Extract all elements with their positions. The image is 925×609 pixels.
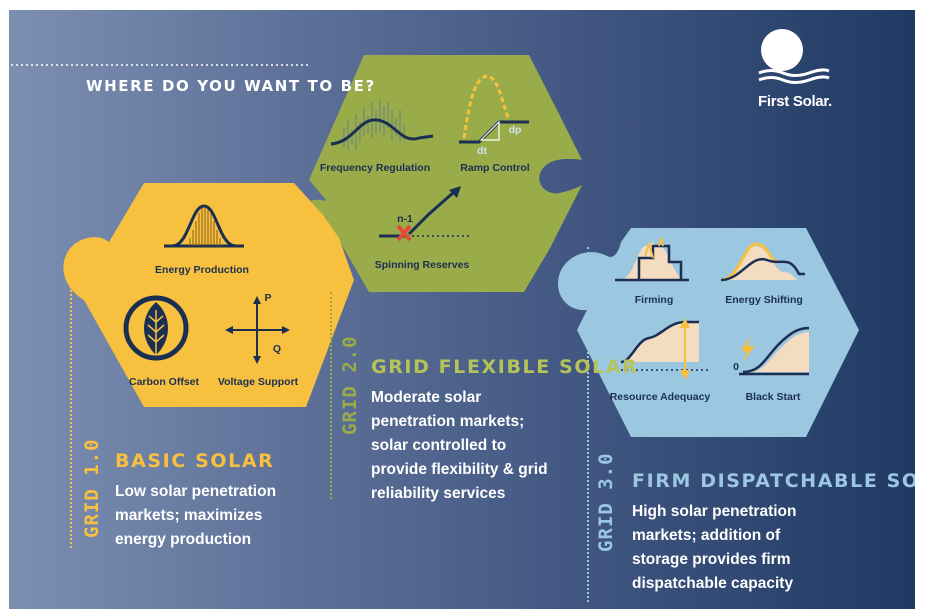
grid3-desc-line: High solar penetration (632, 503, 797, 520)
label-spinning-reserves: Spinning Reserves (374, 259, 470, 271)
grid2-tag: GRID 2.0 (339, 335, 361, 435)
grid3-guide-line (587, 247, 589, 602)
frequency-regulation-icon (330, 100, 434, 150)
grid1-title: BASIC SOLAR (115, 450, 275, 472)
black-start-icon (739, 326, 810, 376)
grid2-guide-line (330, 292, 332, 499)
grid1-description: Low solar penetration markets; maximizes… (115, 480, 276, 552)
label-dt: dt (477, 145, 487, 157)
grid2-title: GRID FLEXIBLE SOLAR (371, 356, 639, 378)
energy-production-icon (164, 204, 244, 248)
grid2-description: Moderate solar penetration markets; sola… (371, 386, 548, 506)
label-resource-adequacy: Resource Adequacy (609, 391, 711, 403)
grid3-puzzle-piece (557, 228, 859, 437)
label-energy-production: Energy Production (155, 264, 249, 276)
puzzle-artwork (11, 29, 859, 437)
voltage-support-axes-icon (225, 296, 290, 364)
axis-label-p: P (264, 292, 272, 304)
axis-label-q: Q (272, 343, 282, 355)
grid2-desc-line: solar controlled to (371, 437, 507, 454)
grid1-guide-line (70, 265, 72, 548)
grid3-desc-line: storage provides firm (632, 551, 791, 568)
label-carbon-offset: Carbon Offset (128, 376, 200, 388)
label-frequency-regulation: Frequency Regulation (319, 162, 431, 174)
label-black-start: Black Start (745, 391, 801, 403)
label-dp: dp (508, 124, 522, 136)
grid2-desc-line: penetration markets; (371, 413, 525, 430)
label-zero: 0 (733, 361, 739, 373)
grid2-desc-line: provide flexibility & grid (371, 461, 548, 478)
grid3-desc-line: markets; addition of (632, 527, 781, 544)
grid2-desc-line: Moderate solar (371, 389, 482, 406)
grid1-puzzle-piece (63, 183, 354, 407)
firming-icon (615, 237, 689, 282)
label-energy-shifting: Energy Shifting (725, 294, 803, 306)
grid1-desc-line: energy production (115, 531, 252, 548)
grid1-desc-line: Low solar penetration (115, 483, 277, 500)
label-voltage-support: Voltage Support (217, 376, 299, 388)
resource-adequacy-icon (620, 318, 709, 380)
infographic-canvas: WHERE DO YOU WANT TO BE? First Solar. En… (9, 10, 915, 609)
grid2-puzzle-piece (297, 55, 582, 292)
grid3-tag: GRID 3.0 (595, 452, 617, 552)
first-solar-logo-icon (758, 29, 830, 84)
grid3-title: FIRM DISPATCHABLE SOLAR (632, 470, 915, 492)
spinning-reserves-icon (379, 186, 469, 242)
grid2-desc-line: reliability services (371, 485, 506, 502)
label-ramp-control: Ramp Control (460, 162, 530, 174)
ramp-control-icon (459, 74, 529, 144)
grid3-description: High solar penetration markets; addition… (632, 500, 797, 596)
carbon-offset-leaf-icon (123, 295, 189, 361)
grid3-desc-line: dispatchable capacity (632, 575, 794, 592)
grid1-desc-line: markets; maximizes (115, 507, 263, 524)
headline: WHERE DO YOU WANT TO BE? (86, 77, 376, 95)
logo-wordmark: First Solar. (758, 93, 832, 110)
energy-shifting-icon (720, 242, 805, 282)
label-firming: Firming (634, 294, 674, 306)
grid1-tag: GRID 1.0 (81, 438, 103, 538)
label-n-minus-1: n-1 (397, 213, 413, 225)
